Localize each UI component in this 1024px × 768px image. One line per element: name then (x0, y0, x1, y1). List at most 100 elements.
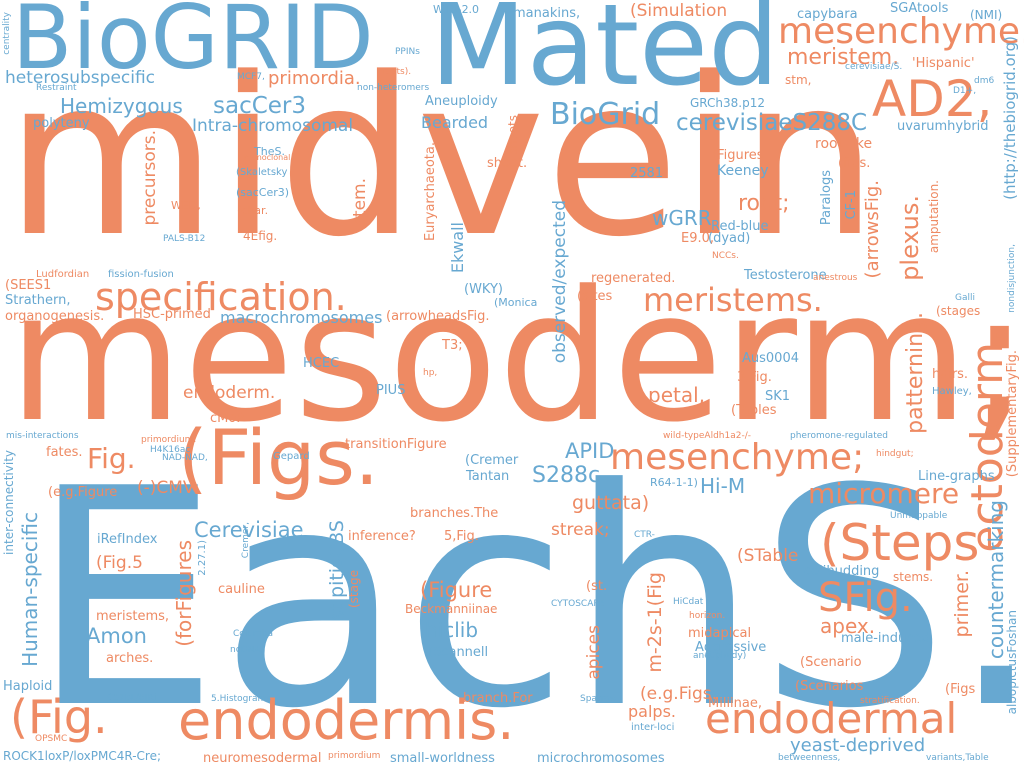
cloud-word: organogenesis. (5, 309, 105, 324)
cloud-word: monoclonal. (244, 153, 293, 162)
cloud-word: Miliinae, (708, 696, 762, 711)
cloud-word: 5.Histograms (211, 694, 271, 704)
cloud-word: APID (565, 439, 615, 463)
cloud-word: fission-fusion (108, 269, 174, 280)
cloud-word: countermarking (984, 500, 1008, 660)
cloud-word: (Figure (420, 578, 493, 602)
cloud-word: Bearded (421, 113, 489, 132)
cloud-word: stems. (893, 570, 934, 584)
cloud-word: Aneuploidy (425, 94, 498, 109)
cloud-word: root; (738, 191, 790, 216)
cloud-word: meristems. (643, 281, 823, 319)
cloud-word: mesenchyme; (610, 437, 865, 478)
cloud-word: D1+, (953, 86, 977, 96)
cloud-word: Euryarchaeota. (423, 142, 438, 242)
cloud-word: palps. (628, 702, 676, 721)
cloud-word: ROCK1loxP/loxPMC4R-Cre; (3, 749, 162, 763)
cloud-word: meristems, (96, 609, 170, 624)
cloud-word: heterosubspecific (5, 68, 156, 88)
cloud-word: CF-1 (844, 190, 859, 220)
cloud-word: manakins, (513, 6, 581, 21)
cloud-word: (Scenarios (795, 679, 864, 694)
cloud-word: 2581 (630, 166, 664, 181)
cloud-word: uvarumhybrid (897, 119, 989, 134)
cloud-word: fates. (46, 445, 83, 460)
cloud-word: (sites (577, 289, 613, 304)
cloud-word: midapical (688, 626, 752, 641)
cloud-word: Aus0004 (742, 351, 799, 366)
cloud-word: (SEES1 (5, 278, 52, 293)
cloud-word: SGAtools (890, 1, 949, 16)
cloud-word: Keeney (717, 163, 769, 179)
cloud-word: wGRR (652, 206, 712, 230)
cloud-word: E9.0, (681, 231, 715, 246)
cloud-word: Hi-M (700, 474, 746, 498)
cloud-word: (NMI) (970, 8, 1003, 22)
cloud-word: (st. (586, 579, 608, 594)
cloud-word: non-heteromers (357, 83, 430, 93)
cloud-word: (Tables (731, 403, 777, 418)
cloud-word: (-)CMV (137, 478, 195, 498)
cloud-word: Amon (86, 624, 147, 648)
cloud-word: inter-loci (631, 722, 675, 733)
cloud-word: horizon. (689, 611, 726, 621)
cloud-word: HiCdat (673, 597, 704, 607)
cloud-word: EachS. (30, 425, 1024, 768)
cloud-word: hp, (423, 368, 438, 378)
cloud-word: CTR- (634, 530, 655, 540)
cloud-word: (STable (737, 546, 799, 566)
cloud-word: (arrowsFig. (862, 180, 883, 279)
cloud-word: betweenness, (778, 753, 841, 763)
cloud-word: iRefIndex (97, 532, 158, 547)
cloud-word: (WKY) (464, 282, 503, 297)
cloud-word: precursors. (140, 130, 160, 226)
cloud-word: patterning. (903, 312, 928, 434)
cloud-word: HCEC (303, 356, 340, 371)
cloud-word: male-induced (841, 631, 930, 646)
cloud-word: m-2s-1(Fig (644, 572, 666, 673)
cloud-word: SFig. (818, 575, 913, 621)
cloud-word: NAD-NAD, (162, 453, 208, 463)
cloud-word: polyteny (33, 116, 90, 131)
cloud-word: (forFigures (172, 540, 196, 647)
cloud-word: primer. (951, 570, 973, 638)
cloud-word: BioGRID (12, 0, 374, 89)
cloud-word: apices (584, 625, 604, 680)
cloud-word: small-worldness (390, 751, 495, 766)
cloud-word: PIUS (376, 383, 406, 398)
cloud-word: endoderm. (183, 383, 276, 403)
cloud-word: stem. (350, 178, 370, 226)
cloud-word: 2.27.1) (197, 540, 208, 576)
cloud-word: (http://thebiogrid.org) (1001, 36, 1019, 200)
cloud-word: nondisjunction, (1007, 244, 1017, 313)
cloud-word: apex. (820, 614, 876, 638)
cloud-word: albopictusFoshan (1005, 610, 1019, 715)
cloud-word: variants,Table (926, 753, 989, 763)
cloud-word: branches.The (410, 506, 499, 521)
cloud-word: observed/expected (550, 200, 570, 364)
cloud-word: (Figures (712, 148, 764, 163)
cloud-word: colibudding (804, 564, 880, 579)
cloud-word: regenerated. (591, 271, 676, 286)
cloud-word: Haploid (3, 679, 53, 694)
cloud-word: neuromesodermal (203, 751, 322, 766)
cloud-word: (dyad) (708, 231, 751, 246)
cloud-word: (char. (237, 204, 269, 217)
cloud-word: cMoP (210, 411, 245, 426)
cloud-word: Cerevisiae (194, 518, 304, 542)
cloud-word: Paralogs (819, 170, 834, 226)
cloud-word: hiclib (425, 618, 479, 642)
cloud-word: Human-specific (18, 512, 42, 667)
cloud-word: mesoderm; (8, 253, 1024, 462)
cloud-word: cerevisiaeS288C (676, 110, 868, 136)
cloud-word: centrality (2, 12, 12, 55)
cloud-word: inference? (348, 529, 416, 544)
cloud-word: mesenchyme. (778, 11, 1024, 52)
cloud-word: Hawley, (932, 386, 972, 397)
cloud-word: primordium (328, 751, 381, 761)
cloud-word: (Fig.5 (96, 553, 143, 573)
cloud-word: Ekwall (448, 222, 467, 274)
cloud-word: Line-graphs (918, 469, 995, 484)
cloud-word: capybara (797, 7, 858, 22)
